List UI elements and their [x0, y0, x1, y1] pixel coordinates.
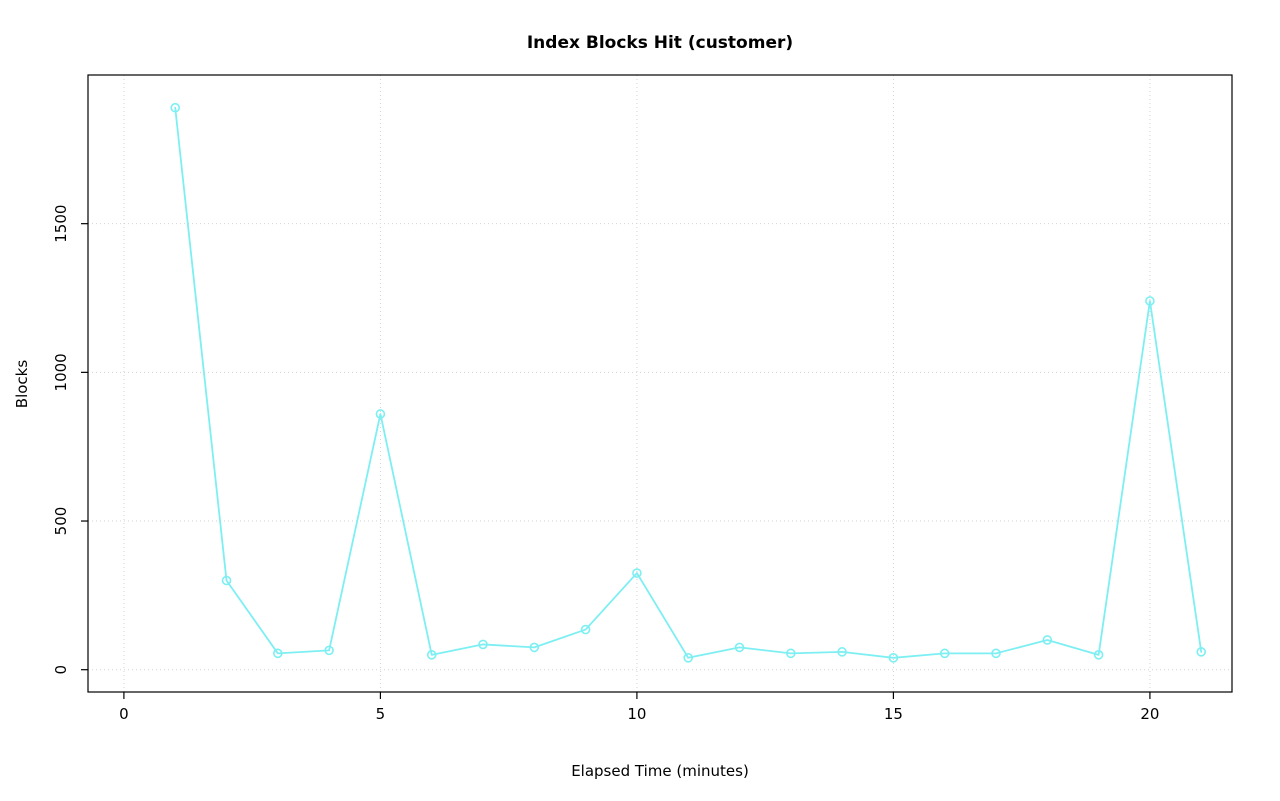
data-point-marker: [837, 647, 847, 657]
data-point-marker: [786, 648, 796, 659]
data-point-marker: [939, 648, 950, 659]
data-point-marker: [221, 575, 232, 586]
data-point-marker: [324, 645, 334, 656]
data-point-marker: [580, 624, 591, 635]
axes: [81, 74, 1233, 699]
x-tick-label: 5: [376, 705, 386, 723]
data-point-marker: [683, 653, 694, 663]
tick-labels: 0 5 10 15 20 0 500 1000 1500: [52, 205, 1159, 723]
data-point-marker: [991, 648, 1001, 659]
y-tick-label: 500: [52, 507, 70, 536]
data-series: [170, 102, 1207, 663]
data-point-marker: [632, 568, 642, 578]
data-point-marker: [375, 409, 386, 419]
x-tick-label: 10: [627, 705, 646, 723]
data-point-marker: [273, 648, 283, 659]
data-point-marker: [1042, 635, 1053, 645]
data-point-marker: [478, 639, 488, 650]
data-point-marker: [426, 650, 437, 660]
plot-box: [87, 74, 1233, 693]
data-point-marker: [529, 642, 540, 653]
data-point-marker: [1196, 647, 1207, 657]
x-axis-label: Elapsed Time (minutes): [571, 762, 749, 780]
y-axis-label: Blocks: [13, 360, 31, 409]
data-point-marker: [170, 102, 181, 113]
x-tick-label: 20: [1140, 705, 1159, 723]
data-point-marker: [1145, 296, 1155, 306]
data-point-marker: [1093, 650, 1104, 660]
data-point-marker: [888, 653, 899, 663]
x-tick-label: 0: [119, 705, 129, 723]
data-point-marker: [734, 642, 745, 653]
series-line: [174, 106, 1203, 659]
chart-title: Index Blocks Hit (customer): [527, 33, 793, 53]
gridlines: [88, 75, 1232, 692]
y-tick-label: 1000: [52, 353, 70, 391]
y-tick-label: 1500: [52, 205, 70, 243]
y-tick-label: 0: [52, 665, 70, 675]
x-tick-label: 15: [884, 705, 903, 723]
